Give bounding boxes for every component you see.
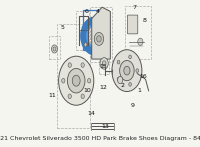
Circle shape — [136, 69, 139, 72]
Bar — [57, 24, 90, 128]
Circle shape — [67, 69, 85, 93]
Polygon shape — [92, 7, 110, 59]
Text: 14: 14 — [88, 111, 96, 116]
Circle shape — [84, 43, 87, 47]
Text: OEM 2021 Chevrolet Silverado 3500 HD Park Brake Shoes Diagram - 84523897: OEM 2021 Chevrolet Silverado 3500 HD Par… — [0, 136, 200, 141]
Circle shape — [81, 63, 84, 67]
FancyBboxPatch shape — [127, 15, 138, 34]
Bar — [76, 11, 89, 50]
Text: 15: 15 — [99, 64, 107, 69]
Text: 10: 10 — [84, 88, 91, 93]
Text: 16: 16 — [140, 74, 147, 79]
Circle shape — [129, 55, 131, 59]
Circle shape — [68, 63, 71, 67]
Circle shape — [97, 36, 101, 42]
Circle shape — [94, 32, 104, 45]
Circle shape — [53, 47, 56, 51]
Text: 4: 4 — [96, 9, 100, 14]
Circle shape — [138, 38, 143, 45]
Text: 6: 6 — [85, 9, 88, 14]
Text: 5: 5 — [61, 25, 65, 30]
Text: 7: 7 — [132, 5, 136, 10]
Circle shape — [129, 82, 131, 86]
Circle shape — [117, 77, 120, 81]
Circle shape — [102, 61, 106, 66]
Circle shape — [120, 61, 134, 81]
Circle shape — [62, 78, 65, 83]
Bar — [99, 53, 109, 74]
Circle shape — [100, 58, 108, 69]
Text: 9: 9 — [131, 103, 135, 108]
Bar — [83, 10, 108, 50]
Circle shape — [81, 94, 84, 99]
Bar — [49, 36, 60, 59]
Circle shape — [112, 50, 142, 92]
Circle shape — [52, 45, 57, 53]
Text: 1: 1 — [137, 88, 141, 93]
Circle shape — [117, 60, 120, 64]
Text: 8: 8 — [143, 18, 146, 23]
Bar — [90, 7, 112, 62]
Text: 12: 12 — [99, 85, 107, 90]
Circle shape — [72, 75, 80, 86]
Bar — [125, 6, 151, 59]
Circle shape — [124, 66, 130, 75]
Text: 11: 11 — [49, 93, 56, 98]
Circle shape — [59, 56, 94, 105]
Circle shape — [87, 78, 91, 83]
Text: 2: 2 — [121, 82, 125, 87]
Circle shape — [118, 76, 123, 84]
Text: 13: 13 — [101, 124, 109, 129]
Circle shape — [68, 94, 71, 99]
